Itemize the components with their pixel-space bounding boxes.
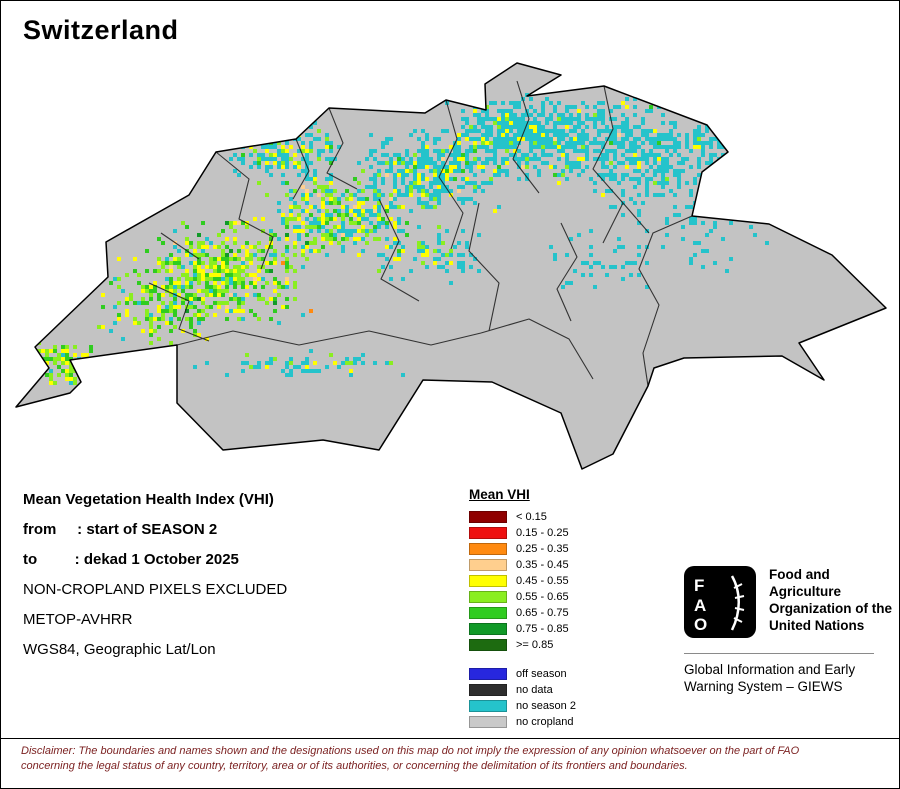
legend-swatch bbox=[469, 607, 507, 619]
legend-item: no season 2 bbox=[469, 698, 576, 714]
metadata-from: from : start of SEASON 2 bbox=[23, 521, 218, 538]
legend-swatch bbox=[469, 639, 507, 651]
legend-label: no season 2 bbox=[516, 700, 576, 712]
legend-vhi-items: < 0.15 0.15 - 0.25 0.25 - 0.35 0.35 - 0.45 0… bbox=[469, 509, 576, 653]
legend-label: 0.45 - 0.55 bbox=[516, 575, 569, 587]
legend-label: no data bbox=[516, 684, 553, 696]
svg-text:F: F bbox=[694, 576, 704, 595]
svg-text:A: A bbox=[694, 596, 706, 615]
fao-org-name: Food and Agriculture Organization of the… bbox=[769, 567, 892, 633]
canton-borders bbox=[148, 80, 693, 387]
legend-label: 0.25 - 0.35 bbox=[516, 543, 569, 555]
legend-item: 0.35 - 0.45 bbox=[469, 557, 576, 573]
legend-class-items: off season no data no season 2 no cropland bbox=[469, 666, 576, 730]
legend: Mean VHI < 0.15 0.15 - 0.25 0.25 - 0.35 0.3… bbox=[469, 487, 576, 730]
legend-swatch bbox=[469, 700, 507, 712]
legend-item: 0.75 - 0.85 bbox=[469, 621, 576, 637]
metadata-sensor: METOP-AVHRR bbox=[23, 611, 133, 628]
legend-swatch bbox=[469, 511, 507, 523]
legend-swatch bbox=[469, 591, 507, 603]
legend-label: 0.15 - 0.25 bbox=[516, 527, 569, 539]
legend-swatch bbox=[469, 575, 507, 587]
fao-divider bbox=[684, 653, 874, 654]
wheat-ear-icon bbox=[730, 575, 740, 631]
legend-label: 0.35 - 0.45 bbox=[516, 559, 569, 571]
legend-swatch bbox=[469, 623, 507, 635]
country-outline bbox=[15, 62, 887, 470]
giews-label: Global Information and Early Warning Sys… bbox=[684, 662, 856, 694]
legend-swatch bbox=[469, 716, 507, 728]
metadata-heading: Mean Vegetation Health Index (VHI) bbox=[23, 491, 274, 508]
legend-swatch bbox=[469, 684, 507, 696]
legend-label: 0.55 - 0.65 bbox=[516, 591, 569, 603]
legend-item: 0.45 - 0.55 bbox=[469, 573, 576, 589]
legend-swatch bbox=[469, 559, 507, 571]
metadata-to: to : dekad 1 October 2025 bbox=[23, 551, 239, 568]
disclaimer: Disclaimer: The boundaries and names sho… bbox=[1, 738, 899, 774]
metadata-noncropland: NON-CROPLAND PIXELS EXCLUDED bbox=[23, 581, 288, 598]
legend-swatch bbox=[469, 668, 507, 680]
legend-label: off season bbox=[516, 668, 567, 680]
map-metadata-block: Mean Vegetation Health Index (VHI) from … bbox=[23, 491, 287, 671]
disclaimer-line1: Disclaimer: The boundaries and names sho… bbox=[21, 745, 800, 757]
legend-swatch bbox=[469, 543, 507, 555]
legend-item: 0.25 - 0.35 bbox=[469, 541, 576, 557]
legend-item: 0.65 - 0.75 bbox=[469, 605, 576, 621]
legend-swatch bbox=[469, 527, 507, 539]
fao-logo: F A O bbox=[684, 566, 756, 638]
legend-label: 0.65 - 0.75 bbox=[516, 607, 569, 619]
legend-item: off season bbox=[469, 666, 576, 682]
country-fill bbox=[16, 63, 886, 469]
legend-item: no cropland bbox=[469, 714, 576, 730]
legend-label: no cropland bbox=[516, 716, 574, 728]
legend-gap bbox=[469, 653, 576, 666]
legend-label: 0.75 - 0.85 bbox=[516, 623, 569, 635]
metadata-projection: WGS84, Geographic Lat/Lon bbox=[23, 641, 216, 658]
legend-label: >= 0.85 bbox=[516, 639, 554, 651]
legend-item: < 0.15 bbox=[469, 509, 576, 525]
disclaimer-line2: concerning the legal status of any count… bbox=[21, 760, 688, 772]
page-title: Switzerland bbox=[23, 15, 179, 45]
svg-text:O: O bbox=[694, 615, 707, 634]
fao-block: F A O Food and Agriculture Organization … bbox=[684, 564, 892, 704]
legend-label: < 0.15 bbox=[516, 511, 547, 523]
legend-item: 0.55 - 0.65 bbox=[469, 589, 576, 605]
legend-item: 0.15 - 0.25 bbox=[469, 525, 576, 541]
switzerland-map bbox=[15, 62, 887, 470]
legend-item: no data bbox=[469, 682, 576, 698]
legend-item: >= 0.85 bbox=[469, 637, 576, 653]
legend-title: Mean VHI bbox=[469, 487, 530, 502]
